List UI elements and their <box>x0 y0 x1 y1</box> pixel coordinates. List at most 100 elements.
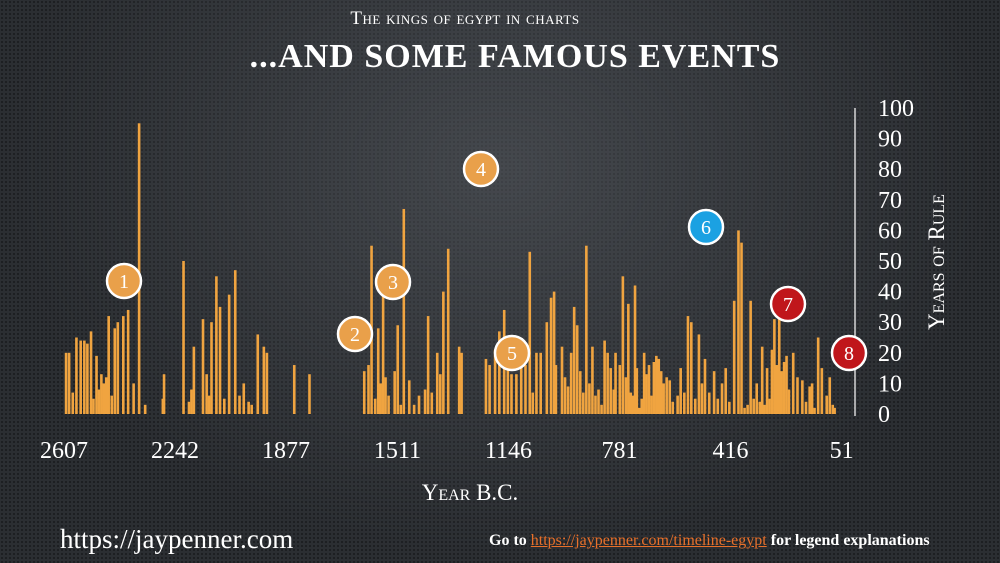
chart-bar <box>768 398 771 414</box>
chart-bar <box>780 371 783 414</box>
chart-bar <box>488 365 491 414</box>
x-tick-label: 51 <box>830 438 854 464</box>
chart-bar <box>393 371 396 414</box>
legend-note: Go to https://jaypenner.com/timeline-egy… <box>489 532 930 550</box>
chart-bar <box>83 340 86 414</box>
chart-bar <box>614 352 617 414</box>
chart-bar <box>384 377 387 414</box>
chart-bar <box>746 404 749 414</box>
chart-bar <box>528 251 532 414</box>
bar-group <box>64 123 836 415</box>
event-marker-4[interactable] <box>462 150 500 188</box>
chart-bar <box>92 398 95 414</box>
chart-bar <box>86 343 89 414</box>
chart-bar <box>650 395 653 414</box>
event-markers: 1 2 3 4 5 6 7 8 <box>105 150 868 372</box>
chart-bar <box>190 389 193 414</box>
event-marker-label: 6 <box>701 217 711 239</box>
chart-bar <box>775 365 779 414</box>
chart-bar <box>720 383 724 414</box>
event-marker-3[interactable] <box>374 263 412 301</box>
chart-bar <box>498 331 501 414</box>
chart-bar <box>460 352 463 414</box>
chart-bar <box>515 374 518 414</box>
chart-bar <box>75 337 78 414</box>
chart-bar <box>519 365 523 414</box>
x-tick-label: 2242 <box>151 438 199 464</box>
y-tick-label: 0 <box>878 402 890 428</box>
event-marker-7[interactable] <box>769 285 807 323</box>
chart-bar <box>506 358 510 414</box>
chart-bar <box>113 328 117 414</box>
event-marker-2[interactable] <box>336 315 374 353</box>
y-tick-label: 70 <box>878 188 902 214</box>
chart-bar <box>737 230 740 414</box>
chart-bar <box>79 340 82 414</box>
chart-bar <box>64 352 68 414</box>
chart-bar <box>690 322 693 414</box>
chart-bar <box>686 316 690 414</box>
chart-bar <box>732 300 736 414</box>
chart-bar <box>484 358 488 414</box>
chart-bar <box>110 395 114 414</box>
chart-bar <box>796 377 799 414</box>
chart-bar <box>763 404 766 414</box>
event-marker-5[interactable] <box>493 334 531 372</box>
chart-bar <box>524 365 527 414</box>
chart-bar <box>102 383 106 414</box>
y-tick-label: 30 <box>878 310 902 336</box>
chart-bar <box>430 392 434 414</box>
chart-bar <box>250 404 253 414</box>
legend-link[interactable]: https://jaypenner.com/timeline-egypt <box>530 532 767 549</box>
chart-bar <box>192 346 196 414</box>
chart-bar <box>645 374 648 414</box>
chart-bar <box>828 377 832 414</box>
chart-bar <box>563 377 567 414</box>
kicker-title: The kings of egypt in charts <box>350 8 580 29</box>
legend-note-suffix: for legend explanations <box>770 532 930 549</box>
chart-bar <box>381 294 385 414</box>
chart-bar <box>552 291 556 414</box>
event-marker-6[interactable] <box>687 208 725 246</box>
chart-bar <box>728 401 731 414</box>
chart-bar <box>510 374 513 414</box>
chart-bar <box>594 395 597 414</box>
chart-bar <box>376 328 380 414</box>
chart-bar <box>624 377 628 414</box>
chart-bar <box>373 398 377 414</box>
chart-bar <box>597 389 600 414</box>
chart-bar <box>132 383 135 414</box>
chart-bar <box>121 316 125 414</box>
chart-bar <box>627 303 630 414</box>
chart-bar <box>668 380 672 414</box>
chart-bar <box>407 380 411 414</box>
chart-bar <box>693 398 697 414</box>
chart-bar <box>554 365 558 414</box>
chart-bar <box>770 349 774 414</box>
chart-bar <box>566 386 570 414</box>
chart-bar <box>808 386 811 414</box>
chart-bar <box>201 319 205 414</box>
x-axis-label: Year B.C. <box>422 480 519 505</box>
chart-bar <box>782 361 786 414</box>
chart-bar <box>187 401 191 414</box>
chart-bar <box>107 316 110 414</box>
chart-bar <box>631 395 635 414</box>
chart-bar <box>831 404 835 414</box>
chart-bar <box>716 398 720 414</box>
chart-bar <box>703 358 707 414</box>
chart-bar <box>162 374 166 414</box>
event-marker-1[interactable] <box>105 262 143 300</box>
chart-bar <box>439 374 442 414</box>
chart-bar <box>71 392 75 414</box>
event-marker-8[interactable] <box>830 334 868 372</box>
chart-bar <box>743 407 746 414</box>
chart-bar <box>749 300 752 414</box>
chart-bar <box>493 349 497 414</box>
chart-bar <box>833 407 836 414</box>
x-tick-label: 416 <box>713 438 749 464</box>
chart-bar <box>659 371 663 414</box>
y-tick-label: 80 <box>878 157 902 183</box>
chart-bar <box>578 371 582 414</box>
chart-bar <box>707 392 711 414</box>
